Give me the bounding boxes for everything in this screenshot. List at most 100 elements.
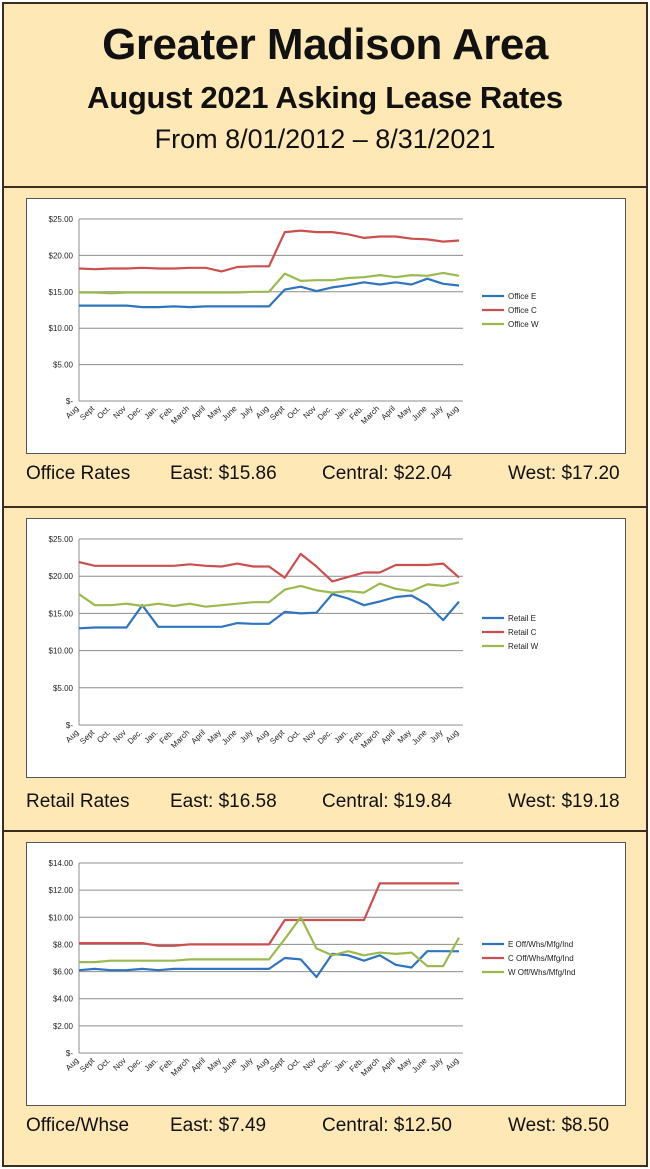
x-tick-label: May [396, 1056, 413, 1073]
y-tick-label: $15.00 [49, 288, 74, 297]
x-tick-label: May [396, 404, 413, 421]
x-tick-label: Oct. [285, 728, 302, 745]
legend-label: Office W [508, 320, 539, 329]
x-tick-label: June [410, 404, 429, 423]
x-tick-label: May [206, 728, 223, 745]
x-tick-label: Aug [64, 404, 80, 420]
x-tick-label: March [169, 1056, 191, 1078]
x-tick-label: July [428, 1056, 444, 1072]
x-tick-label: June [220, 1056, 239, 1075]
y-tick-label: $5.00 [53, 684, 74, 693]
x-tick-label: March [169, 404, 191, 426]
x-tick-label: Sept [78, 1056, 97, 1075]
x-tick-label: Oct. [95, 728, 112, 745]
x-tick-label: Nov [111, 404, 127, 420]
rates-label: Retail Rates [26, 791, 130, 812]
x-tick-label: April [189, 1056, 207, 1074]
series-line [79, 277, 460, 309]
x-tick-label: Jan. [143, 404, 160, 421]
x-tick-label: March [359, 1056, 381, 1078]
central-rate: Central: $22.04 [322, 463, 452, 484]
x-tick-label: Aug [64, 1056, 80, 1072]
y-tick-label: $25.00 [49, 535, 74, 544]
x-tick-label: March [359, 728, 381, 750]
x-tick-label: July [428, 728, 444, 744]
y-tick-label: $14.00 [49, 859, 74, 868]
west-rate: West: $17.20 [508, 463, 620, 484]
divider [4, 830, 646, 832]
x-tick-label: April [379, 1056, 397, 1074]
y-tick-label: $- [66, 1049, 73, 1058]
legend-label: Retail E [508, 614, 536, 623]
x-tick-label: Aug [254, 404, 270, 420]
legend-label: Retail W [508, 642, 539, 651]
x-tick-label: March [359, 404, 381, 426]
x-tick-label: Nov [301, 728, 317, 744]
x-tick-label: Sept [78, 728, 97, 747]
series-line [78, 950, 460, 979]
divider [4, 506, 646, 508]
y-tick-label: $25.00 [49, 215, 74, 224]
y-tick-label: $12.00 [49, 886, 74, 895]
x-tick-label: Aug [254, 1056, 270, 1072]
retail-chart-panel: $25.00 $20.00 $15.00 $10.00 $5.00 $- Aug Sept Oc… [26, 518, 626, 778]
x-tick-label: July [238, 404, 254, 420]
x-tick-label: Sept [268, 728, 287, 747]
x-tick-label: Oct. [285, 404, 302, 421]
x-tick-label: Jan. [333, 404, 350, 421]
x-tick-label: Sept [78, 404, 97, 423]
x-tick-label: Dec. [126, 728, 144, 746]
page-subtitle: August 2021 Asking Lease Rates [87, 80, 563, 115]
y-tick-label: $10.00 [49, 647, 74, 656]
series-line [78, 229, 460, 273]
x-tick-label: Aug [254, 728, 270, 744]
series-line [78, 552, 460, 583]
x-tick-label: Aug [444, 404, 460, 420]
x-tick-label: Jan. [333, 1056, 350, 1073]
legend-label: Office C [508, 306, 537, 315]
y-tick-label: $- [66, 721, 73, 730]
x-tick-label: Nov [111, 728, 127, 744]
x-tick-label: June [410, 728, 429, 747]
x-tick-label: Jan. [143, 1056, 160, 1073]
y-tick-label: $6.00 [53, 968, 74, 977]
x-tick-label: Oct. [285, 1056, 302, 1073]
x-tick-label: Aug [444, 1056, 460, 1072]
y-tick-label: $- [66, 397, 73, 406]
x-tick-label: Nov [111, 1056, 127, 1072]
legend-label: E Off/Whs/Mfg/Ind [508, 940, 573, 949]
y-tick-label: $20.00 [49, 572, 74, 581]
retail-rates-summary: Retail Rates East: $16.58 Central: $19.8… [4, 791, 646, 817]
x-tick-label: April [189, 404, 207, 422]
y-tick-label: $10.00 [49, 913, 74, 922]
series-line [79, 882, 459, 947]
x-tick-label: June [220, 404, 239, 423]
x-tick-label: June [220, 728, 239, 747]
x-tick-label: Dec. [316, 404, 334, 422]
series-line [78, 592, 460, 630]
west-rate: West: $8.50 [508, 1115, 610, 1136]
x-tick-label: May [206, 404, 223, 421]
central-rate: Central: $12.50 [322, 1115, 452, 1136]
series-line [78, 581, 460, 608]
legend-label: W Off/Whs/Mfg/Ind [508, 968, 575, 977]
y-tick-label: $20.00 [49, 251, 74, 260]
x-tick-label: Sept [268, 404, 287, 423]
x-tick-label: July [428, 404, 444, 420]
x-tick-label: July [238, 728, 254, 744]
legend-label: Office E [508, 292, 536, 301]
x-tick-label: Jan. [143, 728, 160, 745]
x-tick-label: Nov [301, 1056, 317, 1072]
x-tick-label: Dec. [316, 728, 334, 746]
page-title: Greater Madison Area [102, 20, 548, 69]
rates-label: Office Rates [26, 463, 131, 484]
x-tick-label: May [396, 728, 413, 745]
x-tick-label: July [238, 1056, 254, 1072]
y-tick-label: $15.00 [49, 609, 74, 618]
x-tick-label: June [410, 1056, 429, 1075]
x-tick-label: Dec. [126, 404, 144, 422]
x-tick-label: Oct. [95, 1056, 112, 1073]
east-rate: East: $7.49 [170, 1115, 267, 1136]
